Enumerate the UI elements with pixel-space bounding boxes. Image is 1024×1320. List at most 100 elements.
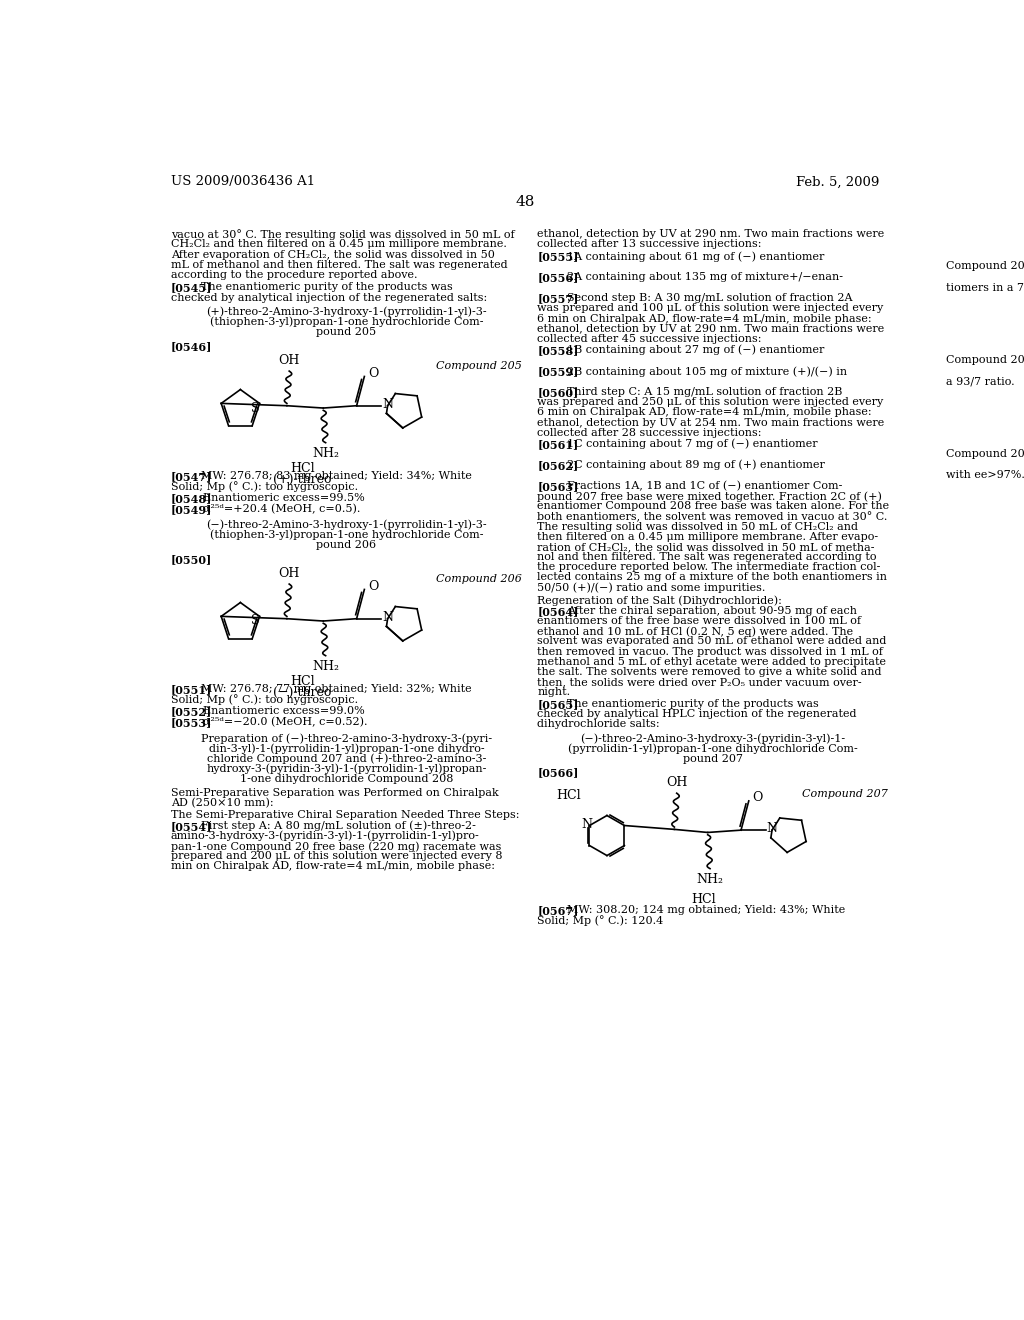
Text: First step A: A 80 mg/mL solution of (±)-threo-2-: First step A: A 80 mg/mL solution of (±)… [201, 821, 476, 832]
Text: Compound 207: Compound 207 [803, 789, 888, 800]
Text: 50/50 (+)/(−) ratio and some impurities.: 50/50 (+)/(−) ratio and some impurities. [538, 582, 766, 593]
Text: collected after 13 successive injections:: collected after 13 successive injections… [538, 239, 762, 249]
Text: Enantiomeric excess=99.0%: Enantiomeric excess=99.0% [203, 706, 365, 715]
Text: S: S [252, 615, 260, 627]
Text: OH: OH [279, 568, 300, 581]
Text: (+)-threo-2-Amino-3-hydroxy-1-(pyrrolidin-1-yl)-3-: (+)-threo-2-Amino-3-hydroxy-1-(pyrrolidi… [206, 306, 486, 317]
Text: [0562]: [0562] [538, 459, 579, 471]
Text: 1C containing about 7 mg of (−) enantiomer: 1C containing about 7 mg of (−) enantiom… [567, 438, 818, 449]
Text: checked by analytical HPLC injection of the regenerated: checked by analytical HPLC injection of … [538, 709, 857, 719]
Text: Second step B: A 30 mg/mL solution of fraction 2A: Second step B: A 30 mg/mL solution of fr… [567, 293, 853, 304]
Text: [0557]: [0557] [538, 293, 579, 305]
Text: HCl: HCl [290, 675, 314, 688]
Text: α²⁵ᵈ=+20.4 (MeOH, c=0.5).: α²⁵ᵈ=+20.4 (MeOH, c=0.5). [203, 504, 360, 515]
Text: 6 min on Chiralpak AD, flow-rate=4 mL/min, mobile phase:: 6 min on Chiralpak AD, flow-rate=4 mL/mi… [538, 408, 871, 417]
Text: nol and then filtered. The salt was regenerated according to: nol and then filtered. The salt was rege… [538, 552, 877, 562]
Text: [0547]: [0547] [171, 471, 212, 482]
Text: AD (250×10 mm):: AD (250×10 mm): [171, 799, 273, 808]
Text: [0556]: [0556] [538, 272, 579, 284]
Text: mL of methanol and then filtered. The salt was regenerated: mL of methanol and then filtered. The sa… [171, 260, 507, 269]
Text: dihydrochloride salts:: dihydrochloride salts: [538, 719, 659, 729]
Text: [0548]: [0548] [171, 494, 212, 504]
Text: (−)-threo-2-Amino-3-hydroxy-1-(pyrrolidin-1-yl)-3-: (−)-threo-2-Amino-3-hydroxy-1-(pyrrolidi… [206, 520, 486, 531]
Text: Preparation of (−)-threo-2-amino-3-hydroxy-3-(pyri-: Preparation of (−)-threo-2-amino-3-hydro… [201, 734, 493, 744]
Text: N: N [382, 611, 393, 623]
Text: 1-one dihydrochloride Compound 208: 1-one dihydrochloride Compound 208 [240, 774, 454, 784]
Text: [0546]: [0546] [171, 341, 212, 352]
Text: The enantiomeric purity of the products was: The enantiomeric purity of the products … [567, 700, 819, 709]
Text: N: N [382, 397, 393, 411]
Text: MW: 308.20; 124 mg obtained; Yield: 43%; White: MW: 308.20; 124 mg obtained; Yield: 43%;… [567, 904, 846, 915]
Text: 1B containing about 27 mg of (−) enantiomer: 1B containing about 27 mg of (−) enantio… [567, 345, 824, 355]
Text: [0563]: [0563] [538, 480, 579, 492]
Text: then filtered on a 0.45 μm millipore membrane. After evapo-: then filtered on a 0.45 μm millipore mem… [538, 532, 879, 541]
Text: Solid; Mp (° C.): too hygroscopic.: Solid; Mp (° C.): too hygroscopic. [171, 482, 357, 492]
Text: was prepared and 250 μL of this solution were injected every: was prepared and 250 μL of this solution… [538, 397, 884, 408]
Text: (+)-threo: (+)-threo [273, 473, 332, 486]
Text: Feb. 5, 2009: Feb. 5, 2009 [796, 176, 879, 189]
Text: CH₂Cl₂ and then filtered on a 0.45 μm millipore membrane.: CH₂Cl₂ and then filtered on a 0.45 μm mi… [171, 239, 507, 249]
Text: pound 207 free base were mixed together. Fraction 2C of (+): pound 207 free base were mixed together.… [538, 491, 882, 502]
Text: pound 207: pound 207 [683, 754, 743, 763]
Text: After the chiral separation, about 90-95 mg of each: After the chiral separation, about 90-95… [567, 606, 857, 616]
Text: [0550]: [0550] [171, 554, 212, 565]
Text: (thiophen-3-yl)propan-1-one hydrochloride Com-: (thiophen-3-yl)propan-1-one hydrochlorid… [210, 529, 483, 540]
Text: Enantiomeric excess=99.5%: Enantiomeric excess=99.5% [203, 494, 365, 503]
Text: 2B containing about 105 mg of mixture (+)/(−) in: 2B containing about 105 mg of mixture (+… [567, 366, 848, 376]
Text: hydroxy-3-(pyridin-3-yl)-1-(pyrrolidin-1-yl)propan-: hydroxy-3-(pyridin-3-yl)-1-(pyrrolidin-1… [207, 764, 486, 775]
Text: [0549]: [0549] [171, 504, 212, 515]
Text: the salt. The solvents were removed to give a white solid and: the salt. The solvents were removed to g… [538, 667, 882, 677]
Text: ethanol, detection by UV at 290 nm. Two main fractions were: ethanol, detection by UV at 290 nm. Two … [538, 230, 885, 239]
Text: The resulting solid was dissolved in 50 mL of CH₂Cl₂ and: The resulting solid was dissolved in 50 … [538, 521, 858, 532]
Text: ethanol, detection by UV at 254 nm. Two main fractions were: ethanol, detection by UV at 254 nm. Two … [538, 417, 885, 428]
Text: [0559]: [0559] [538, 366, 579, 378]
Text: collected after 45 successive injections:: collected after 45 successive injections… [538, 334, 762, 345]
Text: with ee>97%.: with ee>97%. [946, 470, 1024, 480]
Text: pound 206: pound 206 [316, 540, 377, 550]
Text: collected after 28 successive injections:: collected after 28 successive injections… [538, 428, 762, 438]
Text: enantiomers of the free base were dissolved in 100 mL of: enantiomers of the free base were dissol… [538, 616, 861, 626]
Text: Semi-Preparative Separation was Performed on Chiralpak: Semi-Preparative Separation was Performe… [171, 788, 499, 799]
Text: 48: 48 [515, 195, 535, 210]
Text: [0561]: [0561] [538, 438, 579, 450]
Text: Fractions 1A, 1B and 1C of (−) enantiomer Com-: Fractions 1A, 1B and 1C of (−) enantiome… [567, 480, 843, 491]
Text: night.: night. [538, 688, 570, 697]
Text: O: O [369, 367, 379, 380]
Text: tiomers in a 74/26 ratio.: tiomers in a 74/26 ratio. [946, 282, 1024, 292]
Text: Compound 207 free base withee>97%.: Compound 207 free base withee>97%. [946, 355, 1024, 366]
Text: [0566]: [0566] [538, 768, 579, 779]
Text: MW: 276.78; 83 mg obtained; Yield: 34%; White: MW: 276.78; 83 mg obtained; Yield: 34%; … [201, 471, 472, 482]
Text: then, the solids were dried over P₂O₅ under vacuum over-: then, the solids were dried over P₂O₅ un… [538, 677, 862, 688]
Text: The enantiomeric purity of the products was: The enantiomeric purity of the products … [201, 282, 453, 292]
Text: O: O [753, 791, 763, 804]
Text: (−)-threo-2-Amino-3-hydroxy-3-(pyridin-3-yl)-1-: (−)-threo-2-Amino-3-hydroxy-3-(pyridin-3… [581, 734, 846, 744]
Text: N: N [767, 822, 777, 836]
Text: Compound 205: Compound 205 [436, 362, 521, 371]
Text: prepared and 200 μL of this solution were injected every 8: prepared and 200 μL of this solution wer… [171, 851, 502, 861]
Text: Third step C: A 15 mg/mL solution of fraction 2B: Third step C: A 15 mg/mL solution of fra… [567, 387, 843, 397]
Text: according to the procedure reported above.: according to the procedure reported abov… [171, 269, 417, 280]
Text: a 93/7 ratio.: a 93/7 ratio. [946, 376, 1015, 387]
Text: enantiomer Compound 208 free base was taken alone. For the: enantiomer Compound 208 free base was ta… [538, 502, 889, 511]
Text: ethanol and 10 mL of HCl (0.2 N, 5 eq) were added. The: ethanol and 10 mL of HCl (0.2 N, 5 eq) w… [538, 626, 853, 636]
Text: NH₂: NH₂ [312, 447, 339, 461]
Text: O: O [369, 579, 379, 593]
Text: [0565]: [0565] [538, 700, 579, 710]
Text: din-3-yl)-1-(pyrrolidin-1-yl)propan-1-one dihydro-: din-3-yl)-1-(pyrrolidin-1-yl)propan-1-on… [209, 743, 484, 754]
Text: Compound 207 free base with ee>97%.: Compound 207 free base with ee>97%. [946, 449, 1024, 459]
Text: amino-3-hydroxy-3-(pyridin-3-yl)-1-(pyrrolidin-1-yl)pro-: amino-3-hydroxy-3-(pyridin-3-yl)-1-(pyrr… [171, 830, 479, 841]
Text: 6 min on Chiralpak AD, flow-rate=4 mL/min, mobile phase:: 6 min on Chiralpak AD, flow-rate=4 mL/mi… [538, 314, 871, 323]
Text: 1A containing about 61 mg of (−) enantiomer: 1A containing about 61 mg of (−) enantio… [567, 251, 824, 261]
Text: (pyrrolidin-1-yl)propan-1-one dihydrochloride Com-: (pyrrolidin-1-yl)propan-1-one dihydrochl… [568, 743, 858, 754]
Text: US 2009/0036436 A1: US 2009/0036436 A1 [171, 176, 314, 189]
Text: [0560]: [0560] [538, 387, 579, 399]
Text: min on Chiralpak AD, flow-rate=4 mL/min, mobile phase:: min on Chiralpak AD, flow-rate=4 mL/min,… [171, 862, 495, 871]
Text: OH: OH [666, 776, 687, 789]
Text: [0558]: [0558] [538, 345, 579, 356]
Text: 2A containing about 135 mg of mixture+/−enan-: 2A containing about 135 mg of mixture+/−… [567, 272, 844, 282]
Text: [0554]: [0554] [171, 821, 212, 832]
Text: N: N [581, 818, 592, 832]
Text: chloride Compound 207 and (+)-threo-2-amino-3-: chloride Compound 207 and (+)-threo-2-am… [207, 754, 486, 764]
Text: was prepared and 100 μL of this solution were injected every: was prepared and 100 μL of this solution… [538, 304, 884, 313]
Text: vacuo at 30° C. The resulting solid was dissolved in 50 mL of: vacuo at 30° C. The resulting solid was … [171, 230, 514, 240]
